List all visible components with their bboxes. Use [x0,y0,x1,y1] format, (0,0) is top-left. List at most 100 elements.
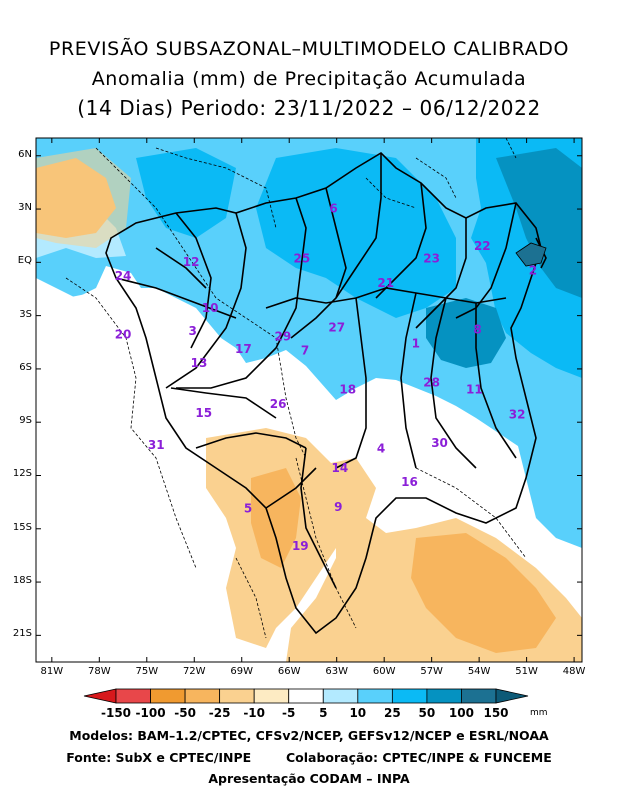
lon-label: 78W [87,666,111,677]
region-label-28: 28 [423,376,440,390]
lon-label: 57W [420,666,443,677]
region-label-31: 31 [148,438,165,452]
region-label-5: 5 [244,502,252,516]
colorbar-label: 150 [483,706,508,720]
region-label-32: 32 [509,408,526,422]
map-frame [35,137,583,663]
region-label-25: 25 [294,251,311,265]
colorbar-swatch [253,688,290,704]
colorbar-label: 5 [319,706,327,720]
colorbar-label: 25 [384,706,401,720]
axis-ticks [36,138,582,662]
region-label-26: 26 [270,397,287,411]
colorbar-swatch [322,688,359,704]
lat-label: 12S [12,468,32,480]
anomaly-field-darkest-core [426,298,506,368]
anomaly-map: 1 2 3 4 5 6 7 8 9 10 11 12 13 14 15 16 17 18 19 20 21 22 23 24 2… [35,137,583,663]
footer-credit: Apresentação CODAM – INPA [208,771,410,786]
region-label-1: 1 [412,337,420,351]
region-label-15: 15 [195,406,212,420]
anomaly-field-neutral-center [166,368,356,468]
lat-label: 21S [12,628,32,640]
region-label-27: 27 [328,321,345,335]
colorbar-label: -150 [101,706,131,720]
country-borders [65,138,527,639]
lon-label: 66W [277,666,301,677]
lon-label: 60W [372,666,396,677]
anomaly-field-blue-southeast-edge [516,378,582,548]
colorbar-high-arrow [495,688,529,704]
region-label-24: 24 [115,269,132,283]
lat-label: 3N [18,202,32,214]
colorbar-swatch [357,688,393,704]
colorbar-label: -50 [174,706,196,720]
lon-label: 75W [135,666,159,677]
region-label-14: 14 [332,461,349,475]
region-label-6: 6 [329,202,337,216]
colorbar-swatch [184,688,221,704]
colorbar-label: 50 [419,706,436,720]
colorbar-label: -10 [243,706,265,720]
map-subtitle: Anomalia (mm) de Precipitação Acumulada [91,68,527,90]
colorbar-low-arrow [83,688,117,704]
anomaly-field-orange-southeast-core [411,533,556,653]
lon-label: 54W [467,666,491,677]
region-label-9: 9 [334,500,342,514]
region-label-21: 21 [377,276,394,290]
lat-label: 18S [12,575,32,587]
region-label-8: 8 [473,322,481,336]
region-labels: 1234567891011121314151617181920212223242… [115,202,537,553]
colorbar-swatch [461,688,497,704]
basin-boundaries [105,151,547,635]
region-label-11: 11 [466,383,483,397]
lat-label: 15S [12,521,32,533]
region-label-19: 19 [292,539,309,553]
colorbar-swatch [391,688,428,704]
region-label-2: 2 [529,264,537,278]
colorbar-swatch [288,688,324,704]
lon-label: 72W [182,666,206,677]
map-title: PREVISÃO SUBSAZONAL–MULTIMODELO CALIBRAD… [48,38,570,60]
region-label-16: 16 [401,475,418,489]
lat-label: 9S [19,415,32,427]
lat-label: 6S [19,361,32,373]
colorbar-swatch [219,688,255,704]
colorbar-label: -100 [136,706,166,720]
lat-label: 6N [18,148,32,160]
anomaly-field-mid-blue-core [256,148,456,318]
colorbar-label: 100 [449,706,474,720]
region-label-18: 18 [339,383,356,397]
region-label-12: 12 [183,255,200,269]
region-label-22: 22 [474,239,491,253]
lon-label: 51W [515,666,538,677]
region-label-20: 20 [115,328,132,342]
map-canvas: 1234567891011121314151617181920212223242… [35,137,583,663]
colorbar-swatch [426,688,462,704]
colorbar-label: 10 [349,706,366,720]
region-label-10: 10 [202,301,219,315]
region-label-13: 13 [191,356,208,370]
region-label-4: 4 [377,441,385,455]
colorbar-label: -25 [209,706,231,720]
lat-label: EQ [17,255,32,267]
anomaly-field-neutral-west [36,288,236,662]
marajo-island [515,242,547,267]
region-label-29: 29 [275,329,292,343]
map-period: (14 Dias) Periodo: 23/11/2022 – 06/12/20… [77,96,541,120]
lon-label: 63W [325,666,348,677]
colorbar-unit: mm [530,708,548,718]
anomaly-field-blue-bands [136,148,236,238]
lon-label: 48W [562,666,586,677]
lon-label: 69W [230,666,254,677]
colorbar-swatch [115,688,151,704]
region-label-30: 30 [431,436,448,450]
footer-source: Fonte: SubX e CPTEC/INPE Colaboração: CP… [66,750,552,765]
colorbar-swatch [150,688,186,704]
region-label-17: 17 [235,342,252,356]
colorbar-label: -5 [282,706,295,720]
lon-label: 81W [40,666,64,677]
region-label-7: 7 [301,344,309,358]
lat-label: 3S [19,308,32,320]
footer-models: Modelos: BAM–1.2/CPTEC, CFSv2/NCEP, GEFS… [69,728,549,743]
region-label-3: 3 [188,324,196,338]
